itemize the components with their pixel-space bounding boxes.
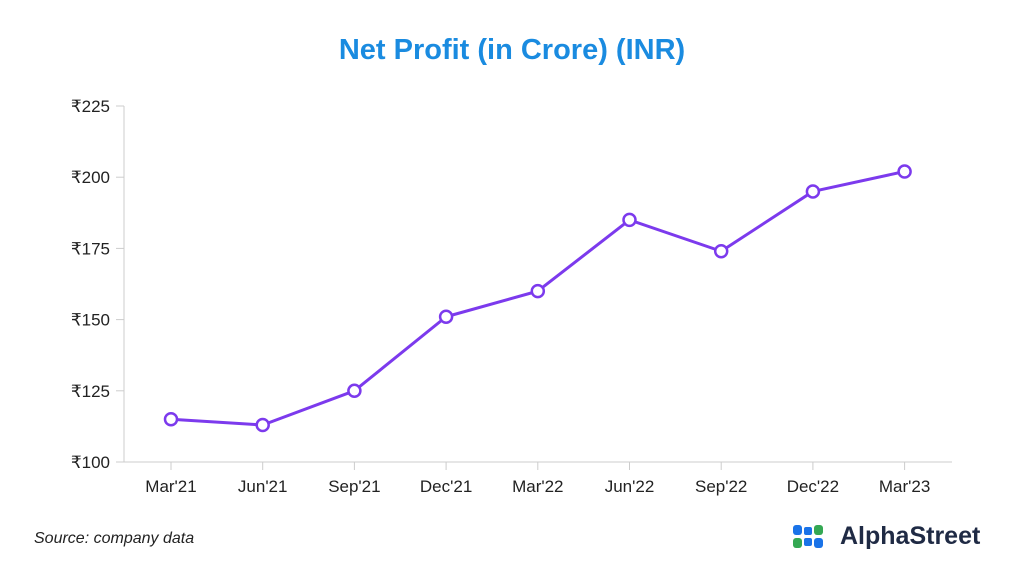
brand: AlphaStreet xyxy=(792,522,980,551)
data-point xyxy=(713,243,729,259)
x-tick-label: Jun'21 xyxy=(238,477,288,496)
series-group xyxy=(163,164,912,433)
x-tick-label: Mar'21 xyxy=(145,477,196,496)
data-point xyxy=(530,283,546,299)
data-point xyxy=(897,164,912,179)
data-point xyxy=(805,184,821,199)
data-point xyxy=(163,412,179,427)
x-tick-label: Jun'22 xyxy=(605,477,655,496)
data-point xyxy=(255,417,270,433)
data-point xyxy=(622,212,637,228)
y-axis-ticks: ₹100 ₹125 ₹150 ₹175 ₹200 ₹225 xyxy=(71,97,124,472)
y-tick-label: ₹225 xyxy=(71,97,110,116)
x-tick-label: Sep'22 xyxy=(695,477,747,496)
brand-name: AlphaStreet xyxy=(840,522,981,550)
x-tick-label: Sep'21 xyxy=(328,477,380,496)
x-tick-label: Dec'22 xyxy=(787,477,839,496)
y-tick-label: ₹100 xyxy=(71,453,110,472)
y-tick-label: ₹150 xyxy=(71,311,110,330)
y-tick-label: ₹175 xyxy=(71,239,110,258)
x-axis-ticks: Mar'21 Jun'21 Sep'21 Dec'21 Mar'22 Jun'22 Sep'… xyxy=(145,462,930,496)
x-tick-label: Mar'22 xyxy=(512,477,563,496)
chart-title: Net Profit (in Crore) (INR) xyxy=(338,34,686,66)
alphastreet-logo-icon xyxy=(793,524,823,548)
source-note: Source: company data xyxy=(34,530,195,547)
y-tick-label: ₹125 xyxy=(71,382,110,401)
y-tick-label: ₹200 xyxy=(71,168,110,187)
x-tick-label: Dec'21 xyxy=(420,477,472,496)
data-point xyxy=(347,383,362,399)
data-point xyxy=(438,309,454,325)
x-tick-label: Mar'23 xyxy=(879,477,930,496)
